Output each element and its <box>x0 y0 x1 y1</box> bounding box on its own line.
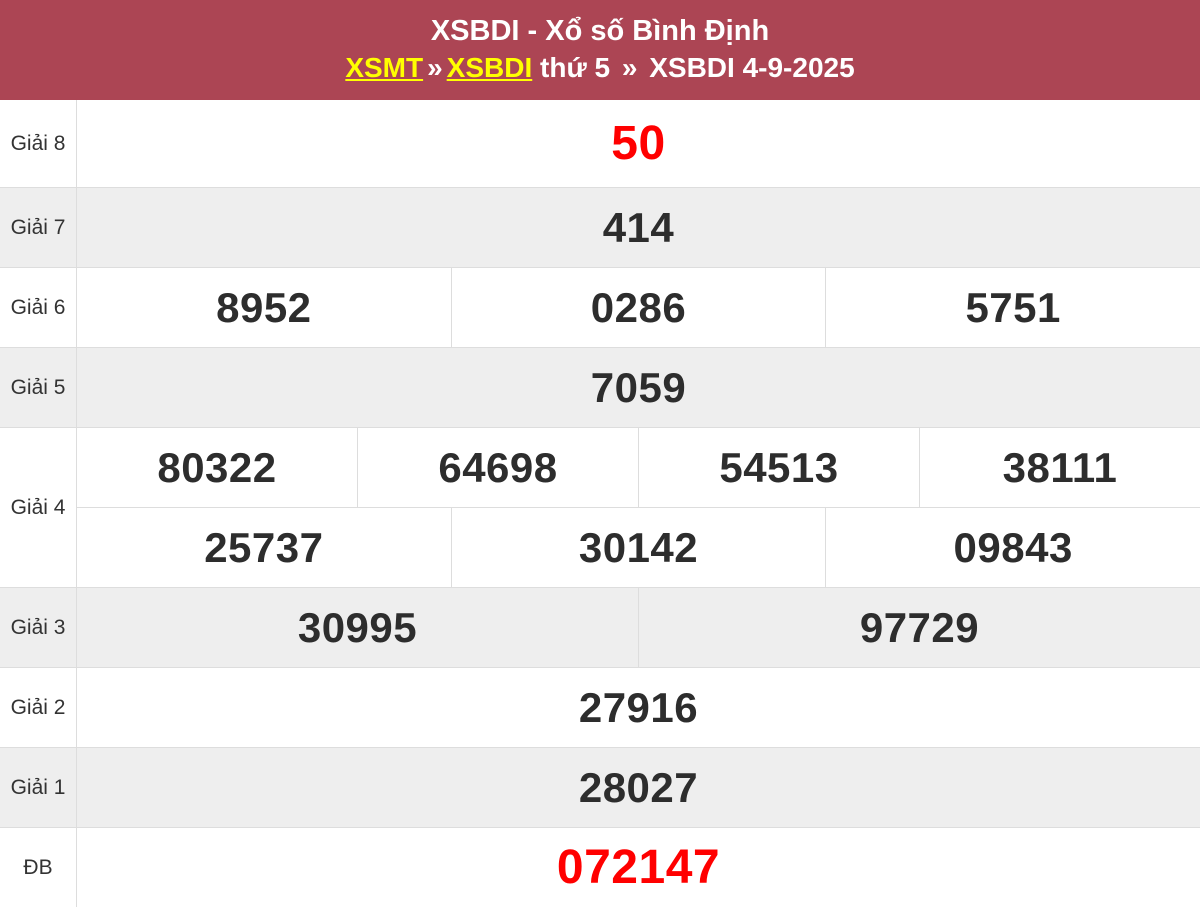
prize-row-dac-biet: ĐB 072147 <box>0 827 1200 907</box>
page-title: XSBDI - Xổ số Bình Định <box>430 15 770 47</box>
prize-row-giai-7: Giải 7 414 <box>0 187 1200 267</box>
breadcrumb-weekday: thứ 5 <box>540 52 611 83</box>
breadcrumb-link-xsbdi[interactable]: XSBDI <box>446 52 533 83</box>
prize-label: Giải 8 <box>0 100 77 187</box>
breadcrumb-link-xsmt[interactable]: XSMT <box>345 52 424 83</box>
prize-row-giai-5: Giải 5 7059 <box>0 347 1200 427</box>
prize-label: Giải 1 <box>0 748 77 827</box>
prize-label: ĐB <box>0 828 77 907</box>
prize-number: 30995 <box>297 603 418 651</box>
breadcrumb-separator: » <box>427 52 443 83</box>
prize-label: Giải 6 <box>0 268 77 347</box>
prize-row-giai-6: Giải 6 8952 0286 5751 <box>0 267 1200 347</box>
breadcrumb: XSMT» XSBDI thứ 5 » XSBDI 4-9-2025 <box>0 48 1200 88</box>
prize-row-giai-3: Giải 3 30995 97729 <box>0 587 1200 667</box>
prize-number: 09843 <box>825 508 1200 587</box>
prize-number: 30142 <box>450 508 826 587</box>
prize-number: 50 <box>611 117 666 170</box>
prize-number: 28027 <box>578 763 699 811</box>
prize-row-giai-4: Giải 4 80322 64698 54513 38111 25737 301… <box>0 427 1200 587</box>
prize-number: 5751 <box>825 268 1200 347</box>
prize-number: 0286 <box>450 268 826 347</box>
prize-label: Giải 5 <box>0 348 77 427</box>
prize-label: Giải 7 <box>0 188 77 267</box>
prize-number: 8952 <box>216 283 312 331</box>
prize-number: 64698 <box>357 428 638 507</box>
breadcrumb-current-draw: XSBDI 4-9-2025 <box>649 52 855 83</box>
prize-number: 27916 <box>578 683 699 731</box>
page-header: XSBDI - Xổ số Bình Định XSMT» XSBDI thứ 5… <box>0 0 1200 100</box>
prize-number: 54513 <box>638 428 919 507</box>
prize-label: Giải 4 <box>0 428 77 587</box>
prize-number: 25737 <box>204 523 324 571</box>
prize-label: Giải 2 <box>0 668 77 747</box>
prize-number: 80322 <box>157 443 277 491</box>
prize-number: 38111 <box>919 428 1200 507</box>
prize-number: 97729 <box>638 588 1200 667</box>
prize-label: Giải 3 <box>0 588 77 667</box>
breadcrumb-separator: » <box>621 52 638 83</box>
prize-row-giai-1: Giải 1 28027 <box>0 747 1200 827</box>
prize-number: 414 <box>602 203 675 251</box>
prize-row-giai-2: Giải 2 27916 <box>0 667 1200 747</box>
results-table: Giải 8 50 Giải 7 414 Giải 6 8952 0286 57… <box>0 100 1200 907</box>
prize-number: 7059 <box>590 363 687 411</box>
prize-number: 072147 <box>556 841 721 894</box>
prize-row-giai-8: Giải 8 50 <box>0 100 1200 187</box>
